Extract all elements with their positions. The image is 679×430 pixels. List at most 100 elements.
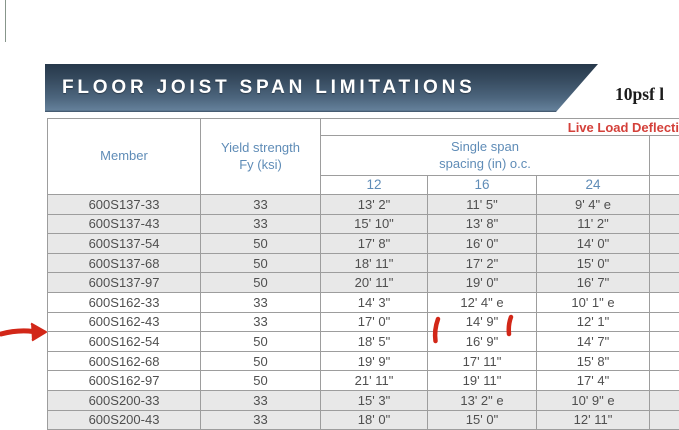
fy-cell: 33 xyxy=(201,410,321,430)
extra-cell xyxy=(650,390,679,410)
header-row-live-load: Member Yield strength Fy (ksi) Live Load… xyxy=(48,119,679,136)
span-24-cell: 15' 0" xyxy=(537,253,650,273)
load-note: 10psf l xyxy=(615,84,679,105)
fy-cell: 50 xyxy=(201,371,321,391)
extra-cell xyxy=(650,195,679,215)
col-header-single-span: Single span spacing (in) o.c. xyxy=(321,136,650,176)
page-title: FLOOR JOIST SPAN LIMITATIONS xyxy=(45,64,598,112)
span-12-cell: 15' 10" xyxy=(321,214,428,234)
span-12-cell: 17' 0" xyxy=(321,312,428,332)
fy-cell: 50 xyxy=(201,351,321,371)
member-cell: 600S137-68 xyxy=(48,253,201,273)
span-limitations-table: Member Yield strength Fy (ksi) Live Load… xyxy=(47,118,679,430)
span-16-cell: 16' 0" xyxy=(428,234,537,254)
fy-cell: 50 xyxy=(201,332,321,352)
span-16-cell: 19' 11" xyxy=(428,371,537,391)
table-row: 600S162-97 50 21' 11" 19' 11" 17' 4" xyxy=(48,371,679,391)
member-cell: 600S200-43 xyxy=(48,410,201,430)
extra-cell xyxy=(650,332,679,352)
extra-cell xyxy=(650,234,679,254)
member-cell: 600S162-68 xyxy=(48,351,201,371)
span-24-cell: 14' 0" xyxy=(537,234,650,254)
fy-cell: 33 xyxy=(201,312,321,332)
span-16-cell: 16' 9" xyxy=(428,332,537,352)
fy-cell: 33 xyxy=(201,214,321,234)
span-24-cell: 11' 2" xyxy=(537,214,650,234)
extra-cell xyxy=(650,214,679,234)
table-row: 600S200-33 33 15' 3" 13' 2" e 10' 9" e xyxy=(48,390,679,410)
span-24-cell: 12' 11" xyxy=(537,410,650,430)
extra-cell xyxy=(650,371,679,391)
span-24-cell: 14' 7" xyxy=(537,332,650,352)
span-16-cell: 13' 8" xyxy=(428,214,537,234)
fy-cell: 33 xyxy=(201,390,321,410)
span-24-cell: 17' 4" xyxy=(537,371,650,391)
header-extra-cell xyxy=(650,136,679,176)
col-header-member: Member xyxy=(48,119,201,195)
span-12-cell: 21' 11" xyxy=(321,371,428,391)
span-16-cell: 19' 0" xyxy=(428,273,537,293)
span-24-cell: 15' 8" xyxy=(537,351,650,371)
member-cell: 600S137-54 xyxy=(48,234,201,254)
span-16-cell: 17' 11" xyxy=(428,351,537,371)
table-row-highlighted: 600S162-43 33 17' 0" 14' 9" 12' 1" xyxy=(48,312,679,332)
live-load-deflection-cell: Live Load Deflecti xyxy=(321,119,679,136)
col-header-spacing-24: 24 xyxy=(537,176,650,195)
table-row: 600S137-33 33 13' 2" 11' 5" 9' 4" e xyxy=(48,195,679,215)
col-header-yield-strength: Yield strength Fy (ksi) xyxy=(201,119,321,195)
fy-cell: 33 xyxy=(201,195,321,215)
table-row: 600S137-97 50 20' 11" 19' 0" 16' 7" xyxy=(48,273,679,293)
live-load-deflection-label: Live Load Deflecti xyxy=(321,120,679,135)
extra-cell xyxy=(650,292,679,312)
span-24-cell: 12' 1" xyxy=(537,312,650,332)
span-24-cell: 16' 7" xyxy=(537,273,650,293)
span-12-cell: 20' 11" xyxy=(321,273,428,293)
member-cell: 600S162-54 xyxy=(48,332,201,352)
table-row-clipped: 600S200-43 33 18' 0" 15' 0" 12' 11" xyxy=(48,410,679,430)
span-16-cell: 17' 2" xyxy=(428,253,537,273)
member-cell: 600S137-43 xyxy=(48,214,201,234)
span-16-cell: 11' 5" xyxy=(428,195,537,215)
page-edge-mark xyxy=(5,0,6,42)
col-header-spacing-12: 12 xyxy=(321,176,428,195)
span-12-cell: 13' 2" xyxy=(321,195,428,215)
span-16-cell: 13' 2" e xyxy=(428,390,537,410)
table-row: 600S162-68 50 19' 9" 17' 11" 15' 8" xyxy=(48,351,679,371)
span-24-cell: 10' 9" e xyxy=(537,390,650,410)
extra-cell xyxy=(650,312,679,332)
span-16-cell: 14' 9" xyxy=(428,312,537,332)
span-12-cell: 18' 11" xyxy=(321,253,428,273)
fy-cell: 33 xyxy=(201,292,321,312)
extra-cell xyxy=(650,410,679,430)
table-row: 600S137-68 50 18' 11" 17' 2" 15' 0" xyxy=(48,253,679,273)
extra-cell xyxy=(650,253,679,273)
fy-cell: 50 xyxy=(201,253,321,273)
span-12-cell: 18' 0" xyxy=(321,410,428,430)
span-12-cell: 17' 8" xyxy=(321,234,428,254)
span-12-cell: 18' 5" xyxy=(321,332,428,352)
member-cell: 600S200-33 xyxy=(48,390,201,410)
red-arrow-annotation xyxy=(1,324,46,341)
fy-cell: 50 xyxy=(201,234,321,254)
table-row: 600S162-33 33 14' 3" 12' 4" e 10' 1" e xyxy=(48,292,679,312)
table-row: 600S162-54 50 18' 5" 16' 9" 14' 7" xyxy=(48,332,679,352)
span-16-cell: 15' 0" xyxy=(428,410,537,430)
span-24-cell: 10' 1" e xyxy=(537,292,650,312)
span-12-cell: 15' 3" xyxy=(321,390,428,410)
member-cell: 600S162-43 xyxy=(48,312,201,332)
col-header-spacing-16: 16 xyxy=(428,176,537,195)
member-cell: 600S162-33 xyxy=(48,292,201,312)
span-16-cell: 12' 4" e xyxy=(428,292,537,312)
span-12-cell: 14' 3" xyxy=(321,292,428,312)
extra-cell xyxy=(650,273,679,293)
table-row: 600S137-54 50 17' 8" 16' 0" 14' 0" xyxy=(48,234,679,254)
table-row: 600S137-43 33 15' 10" 13' 8" 11' 2" xyxy=(48,214,679,234)
title-banner: FLOOR JOIST SPAN LIMITATIONS xyxy=(45,64,598,112)
header-extra-cell xyxy=(650,176,679,195)
member-cell: 600S137-97 xyxy=(48,273,201,293)
span-12-cell: 19' 9" xyxy=(321,351,428,371)
extra-cell xyxy=(650,351,679,371)
fy-cell: 50 xyxy=(201,273,321,293)
span-24-cell: 9' 4" e xyxy=(537,195,650,215)
member-cell: 600S162-97 xyxy=(48,371,201,391)
